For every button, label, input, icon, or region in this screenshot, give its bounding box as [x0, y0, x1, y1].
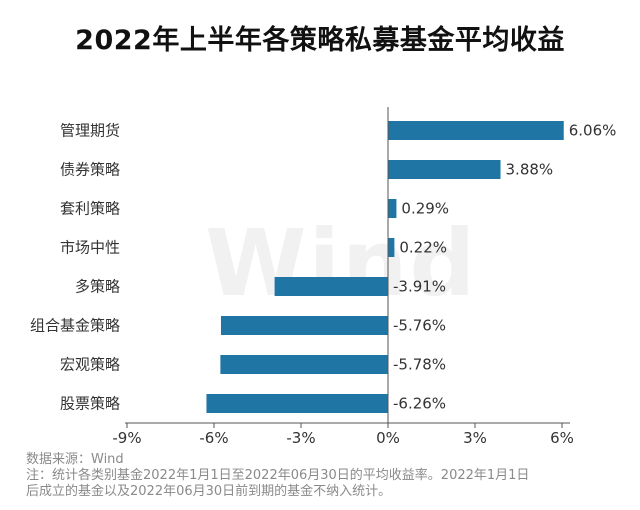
bar: [220, 355, 388, 374]
bar: [220, 316, 388, 335]
data-label: 6.06%: [569, 122, 617, 140]
data-label: -5.78%: [393, 356, 446, 374]
category-label: 宏观策略: [60, 356, 120, 374]
x-tick-label: 0%: [376, 429, 400, 447]
category-label: 套利策略: [60, 200, 120, 218]
bar: [388, 121, 564, 140]
bar: [206, 394, 388, 413]
data-label: -3.91%: [393, 278, 446, 296]
bar: [388, 238, 395, 257]
chart-title: 2022年上半年各策略私募基金平均收益: [75, 25, 565, 56]
data-label: 0.22%: [399, 239, 447, 257]
bar: [274, 277, 388, 296]
x-tick-label: 3%: [463, 429, 487, 447]
bar: [388, 160, 501, 179]
data-label: 0.29%: [401, 200, 449, 218]
x-tick-label: 6%: [550, 429, 574, 447]
footnote-line-2: 后成立的基金以及2022年06月30日前到期的基金不纳入统计。: [26, 484, 392, 499]
category-label: 股票策略: [60, 395, 120, 413]
data-label: 3.88%: [506, 161, 554, 179]
data-label: -5.76%: [393, 317, 446, 335]
watermark: Wind: [205, 210, 478, 317]
bar: [388, 199, 397, 218]
x-tick-label: -6%: [199, 429, 228, 447]
category-label: 组合基金策略: [30, 317, 120, 335]
category-label: 市场中性: [60, 239, 120, 257]
category-label: 多策略: [75, 278, 120, 296]
category-label: 债券策略: [60, 161, 120, 179]
x-tick-label: -9%: [112, 429, 141, 447]
data-source-note: 数据来源：Wind: [26, 452, 124, 467]
data-label: -6.26%: [393, 395, 446, 413]
category-label: 管理期货: [60, 122, 120, 140]
footnote-line-1: 注：统计各类别基金2022年1月1日至2022年06月30日的平均收益率。202…: [26, 468, 530, 483]
x-tick-label: -3%: [286, 429, 315, 447]
